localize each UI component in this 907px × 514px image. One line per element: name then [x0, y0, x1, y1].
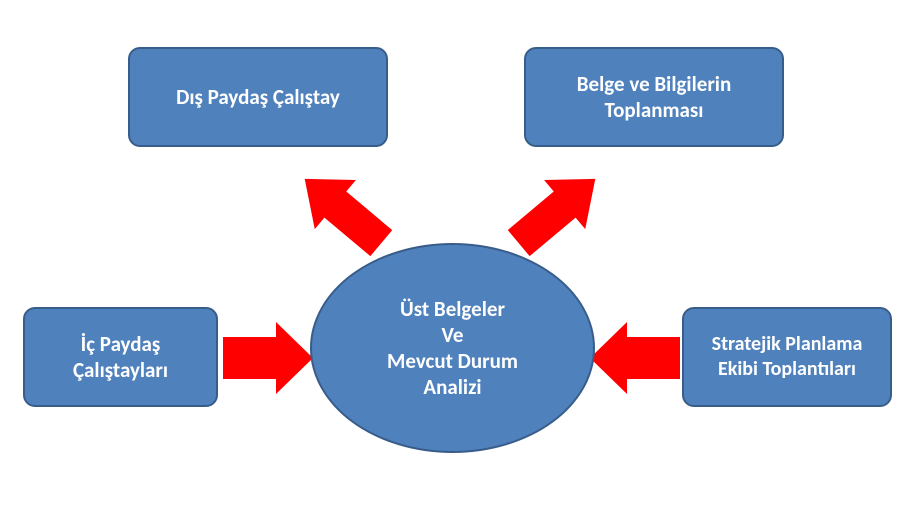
top-right-text: Belge ve Bilgilerin Toplanması: [577, 71, 731, 124]
center-line-2: Ve: [387, 322, 518, 348]
top-left-node: Dış Paydaş Çalıştay: [128, 47, 388, 147]
center-node: Üst Belgeler Ve Mevcut Durum Analizi: [310, 243, 595, 453]
right-line-1: Stratejik Planlama: [712, 332, 863, 357]
right-node-text: Stratejik Planlama Ekibi Toplantıları: [712, 332, 863, 382]
left-node-text: İç Paydaş Çalıştayları: [73, 331, 168, 384]
center-line-3: Mevcut Durum: [387, 348, 518, 374]
center-node-text: Üst Belgeler Ve Mevcut Durum Analizi: [387, 296, 518, 401]
top-right-line-2: Toplanması: [577, 97, 731, 123]
center-line-4: Analizi: [387, 374, 518, 400]
center-line-1: Üst Belgeler: [387, 296, 518, 322]
right-node: Stratejik Planlama Ekibi Toplantıları: [682, 307, 892, 407]
arrow-from-right: [585, 308, 685, 408]
top-left-label: Dış Paydaş Çalıştay: [176, 84, 340, 110]
right-line-2: Ekibi Toplantıları: [712, 357, 863, 382]
arrow-from-left: [218, 308, 318, 408]
left-node: İç Paydaş Çalıştayları: [23, 307, 218, 407]
left-line-1: İç Paydaş: [73, 331, 168, 357]
arrow-from-top-left: [288, 156, 398, 266]
top-right-line-1: Belge ve Bilgilerin: [577, 71, 731, 97]
diagram-canvas: Üst Belgeler Ve Mevcut Durum Analizi Dış…: [0, 0, 907, 514]
arrow-from-top-right: [502, 156, 612, 266]
top-right-node: Belge ve Bilgilerin Toplanması: [524, 47, 784, 147]
left-line-2: Çalıştayları: [73, 357, 168, 383]
